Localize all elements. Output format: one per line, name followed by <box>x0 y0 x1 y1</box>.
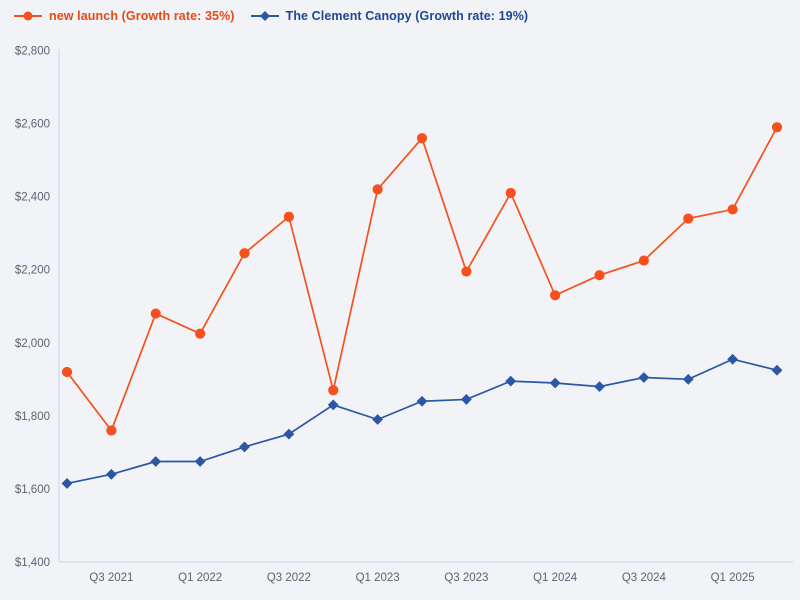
y-tick-label: $1,400 <box>15 557 50 569</box>
legend-item-new-launch[interactable]: new launch (Growth rate: 35%) <box>13 9 235 23</box>
data-point[interactable] <box>683 213 694 224</box>
data-point[interactable] <box>372 184 383 195</box>
data-point[interactable] <box>638 372 650 383</box>
x-tick-label: Q1 2022 <box>178 572 222 584</box>
y-tick-label: $2,000 <box>15 338 50 350</box>
legend-item-clement-canopy[interactable]: The Clement Canopy (Growth rate: 19%) <box>250 9 529 23</box>
data-point[interactable] <box>283 428 295 440</box>
data-point[interactable] <box>327 399 339 411</box>
x-tick-label: Q3 2023 <box>444 572 488 584</box>
x-tick-label: Q3 2021 <box>89 572 133 584</box>
data-point[interactable] <box>461 266 472 277</box>
x-tick-label: Q1 2024 <box>533 572 578 584</box>
y-tick-label: $1,600 <box>15 484 50 496</box>
data-point[interactable] <box>194 456 206 467</box>
y-tick-label: $1,800 <box>15 411 50 423</box>
data-point[interactable] <box>106 425 117 436</box>
x-tick-label: Q3 2024 <box>622 572 667 584</box>
data-point[interactable] <box>239 248 250 259</box>
series-line-1 <box>66 358 778 485</box>
data-point[interactable] <box>682 373 694 385</box>
data-point[interactable] <box>727 353 739 365</box>
data-point[interactable] <box>150 308 161 319</box>
series-line-0 <box>66 126 778 433</box>
y-tick-label: $2,400 <box>15 192 50 204</box>
x-tick-label: Q3 2022 <box>267 572 311 584</box>
data-point[interactable] <box>460 394 472 405</box>
data-point[interactable] <box>638 255 649 266</box>
y-tick-label: $2,200 <box>15 265 50 277</box>
data-point[interactable] <box>61 366 73 378</box>
data-point[interactable] <box>727 204 738 215</box>
data-point[interactable] <box>771 122 783 133</box>
chart-legend: new launch (Growth rate: 35%) The Clemen… <box>13 9 528 23</box>
data-point[interactable] <box>771 364 783 376</box>
data-point[interactable] <box>372 414 384 425</box>
y-tick-label: $2,600 <box>15 119 50 131</box>
data-point[interactable] <box>594 270 605 281</box>
y-tick-label: $2,800 <box>15 46 50 58</box>
legend-label-clement-canopy: The Clement Canopy (Growth rate: 19%) <box>285 9 529 23</box>
data-point[interactable] <box>328 385 339 396</box>
data-point[interactable] <box>549 377 561 389</box>
x-tick-label: Q1 2023 <box>356 572 400 584</box>
data-point[interactable] <box>416 395 428 407</box>
x-tick-label: Q1 2025 <box>711 572 755 584</box>
legend-label-new-launch: new launch (Growth rate: 35%) <box>49 9 235 23</box>
data-point[interactable] <box>550 290 561 301</box>
data-point[interactable] <box>416 133 428 144</box>
data-point[interactable] <box>505 375 517 387</box>
data-point[interactable] <box>150 456 162 467</box>
data-point[interactable] <box>239 441 250 453</box>
line-diamond-marker-icon <box>250 11 279 21</box>
line-circle-marker-icon <box>14 11 42 21</box>
data-point[interactable] <box>195 328 206 339</box>
data-point[interactable] <box>105 468 117 480</box>
data-point[interactable] <box>594 381 605 393</box>
data-point[interactable] <box>61 478 73 489</box>
data-point[interactable] <box>283 211 294 222</box>
data-point[interactable] <box>505 187 516 199</box>
